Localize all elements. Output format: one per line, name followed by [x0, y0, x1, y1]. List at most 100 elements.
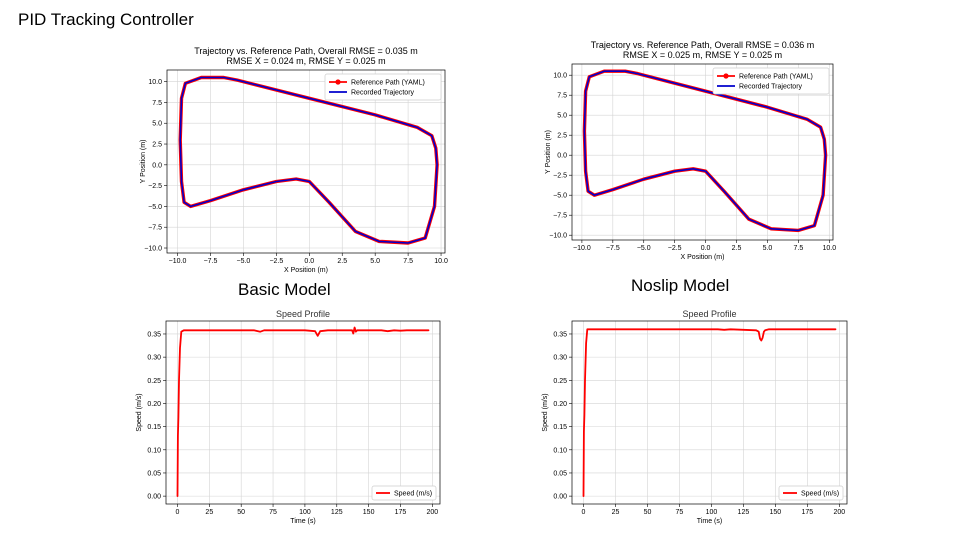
legend-label: Recorded Trajectory — [351, 90, 415, 97]
x-tick-label: 125 — [738, 509, 750, 516]
axes-frame — [166, 69, 446, 254]
x-tick-label: 7.5 — [793, 245, 803, 252]
y-tick-label: −5.0 — [148, 204, 162, 211]
y-tick-label: 5.0 — [557, 113, 567, 120]
legend-label: Recorded Trajectory — [739, 84, 803, 91]
x-tick-label: 150 — [363, 509, 375, 516]
x-tick-label: 175 — [395, 509, 407, 516]
x-tick-label: 5.0 — [763, 245, 773, 252]
y-tick-label: 0.05 — [147, 470, 161, 477]
series-line-speed-m-s — [176, 326, 430, 498]
x-tick-label: −5.0 — [637, 245, 651, 252]
x-axis-label: Time (s) — [290, 518, 315, 525]
y-axis-label: Y Position (m) — [140, 140, 147, 184]
caption-basic-model: Basic Model — [238, 280, 331, 299]
chart-title: Speed Profile — [682, 309, 736, 319]
plot-area — [166, 321, 440, 504]
x-tick-label: 75 — [269, 509, 277, 516]
x-tick-label: 150 — [770, 509, 782, 516]
legend-label: Speed (m/s) — [394, 491, 432, 498]
x-tick-label: 125 — [331, 509, 343, 516]
y-axis-label: Speed (m/s) — [542, 393, 549, 431]
y-tick-label: 0.00 — [553, 494, 567, 501]
y-tick-label: 0.10 — [553, 447, 567, 454]
x-tick-label: 7.5 — [403, 258, 413, 265]
y-tick-label: 0.20 — [147, 401, 161, 408]
x-tick-label: 25 — [612, 509, 620, 516]
x-tick-label: −10.0 — [573, 245, 591, 252]
x-tick-label: 175 — [802, 509, 814, 516]
y-tick-label: −2.5 — [553, 173, 567, 180]
x-tick-label: 100 — [299, 509, 311, 516]
x-tick-label: 2.5 — [337, 258, 347, 265]
plot-area — [167, 70, 445, 253]
y-tick-label: 0.00 — [147, 494, 161, 501]
y-tick-label: −10.0 — [144, 246, 162, 253]
series-line-recorded-trajectory — [583, 70, 827, 232]
chart-subtitle: RMSE X = 0.024 m, RMSE Y = 0.025 m — [226, 56, 385, 66]
y-tick-label: −10.0 — [549, 233, 567, 240]
x-tick-label: 5.0 — [370, 258, 380, 265]
y-tick-label: 0.15 — [147, 424, 161, 431]
y-tick-label: 0.10 — [147, 447, 161, 454]
x-tick-label: −2.5 — [668, 245, 682, 252]
series-line-speed-m-s — [582, 328, 837, 498]
legend-box — [324, 73, 442, 101]
x-tick-label: 0.0 — [304, 258, 314, 265]
y-tick-label: −7.5 — [148, 225, 162, 232]
y-tick-label: 0.35 — [553, 331, 567, 338]
legend-label: Reference Path (YAML) — [351, 80, 425, 87]
x-tick-label: 0 — [176, 509, 180, 516]
y-tick-label: 10.0 — [553, 73, 567, 80]
legend-marker — [335, 79, 341, 85]
x-tick-label: 10.0 — [434, 258, 448, 265]
chart-subtitle: RMSE X = 0.025 m, RMSE Y = 0.025 m — [623, 50, 782, 60]
x-tick-label: −10.0 — [169, 258, 187, 265]
y-tick-label: 0.05 — [553, 470, 567, 477]
y-tick-label: −7.5 — [553, 213, 567, 220]
axes-frame — [571, 320, 848, 505]
x-tick-label: 25 — [205, 509, 213, 516]
x-axis-label: X Position (m) — [681, 254, 725, 261]
chart-title: Trajectory vs. Reference Path, Overall R… — [591, 40, 815, 50]
y-tick-label: 0.25 — [553, 378, 567, 385]
legend-label: Reference Path (YAML) — [739, 74, 813, 81]
y-tick-label: 10.0 — [148, 79, 162, 86]
plot-area — [572, 321, 847, 504]
x-tick-label: 50 — [237, 509, 245, 516]
x-tick-label: 0 — [582, 509, 586, 516]
y-tick-label: −2.5 — [148, 183, 162, 190]
y-tick-label: 2.5 — [152, 142, 162, 149]
legend-box — [371, 485, 437, 501]
x-axis-label: X Position (m) — [284, 267, 328, 274]
y-tick-label: 5.0 — [152, 121, 162, 128]
y-tick-label: 0.25 — [147, 378, 161, 385]
axes-frame — [165, 320, 441, 505]
x-tick-label: 10.0 — [822, 245, 836, 252]
y-tick-label: 7.5 — [152, 100, 162, 107]
y-tick-label: 0.30 — [147, 355, 161, 362]
series-line-recorded-trajectory — [179, 76, 438, 244]
legend-marker — [723, 73, 729, 79]
x-tick-label: 75 — [676, 509, 684, 516]
chart-title: Speed Profile — [276, 309, 330, 319]
y-tick-label: 0.0 — [557, 153, 567, 160]
y-tick-label: 0.15 — [553, 424, 567, 431]
y-tick-label: 0.30 — [553, 355, 567, 362]
x-tick-label: 0.0 — [701, 245, 711, 252]
x-axis-label: Time (s) — [697, 518, 722, 525]
y-tick-label: 0.35 — [147, 331, 161, 338]
page-title: PID Tracking Controller — [18, 10, 194, 29]
caption-noslip-model: Noslip Model — [631, 276, 730, 295]
axes-frame — [571, 63, 834, 241]
x-tick-label: −5.0 — [237, 258, 251, 265]
x-tick-label: 2.5 — [732, 245, 742, 252]
x-tick-label: −7.5 — [204, 258, 218, 265]
legend-label: Speed (m/s) — [801, 491, 839, 498]
x-tick-label: 100 — [706, 509, 718, 516]
x-tick-label: −7.5 — [606, 245, 620, 252]
